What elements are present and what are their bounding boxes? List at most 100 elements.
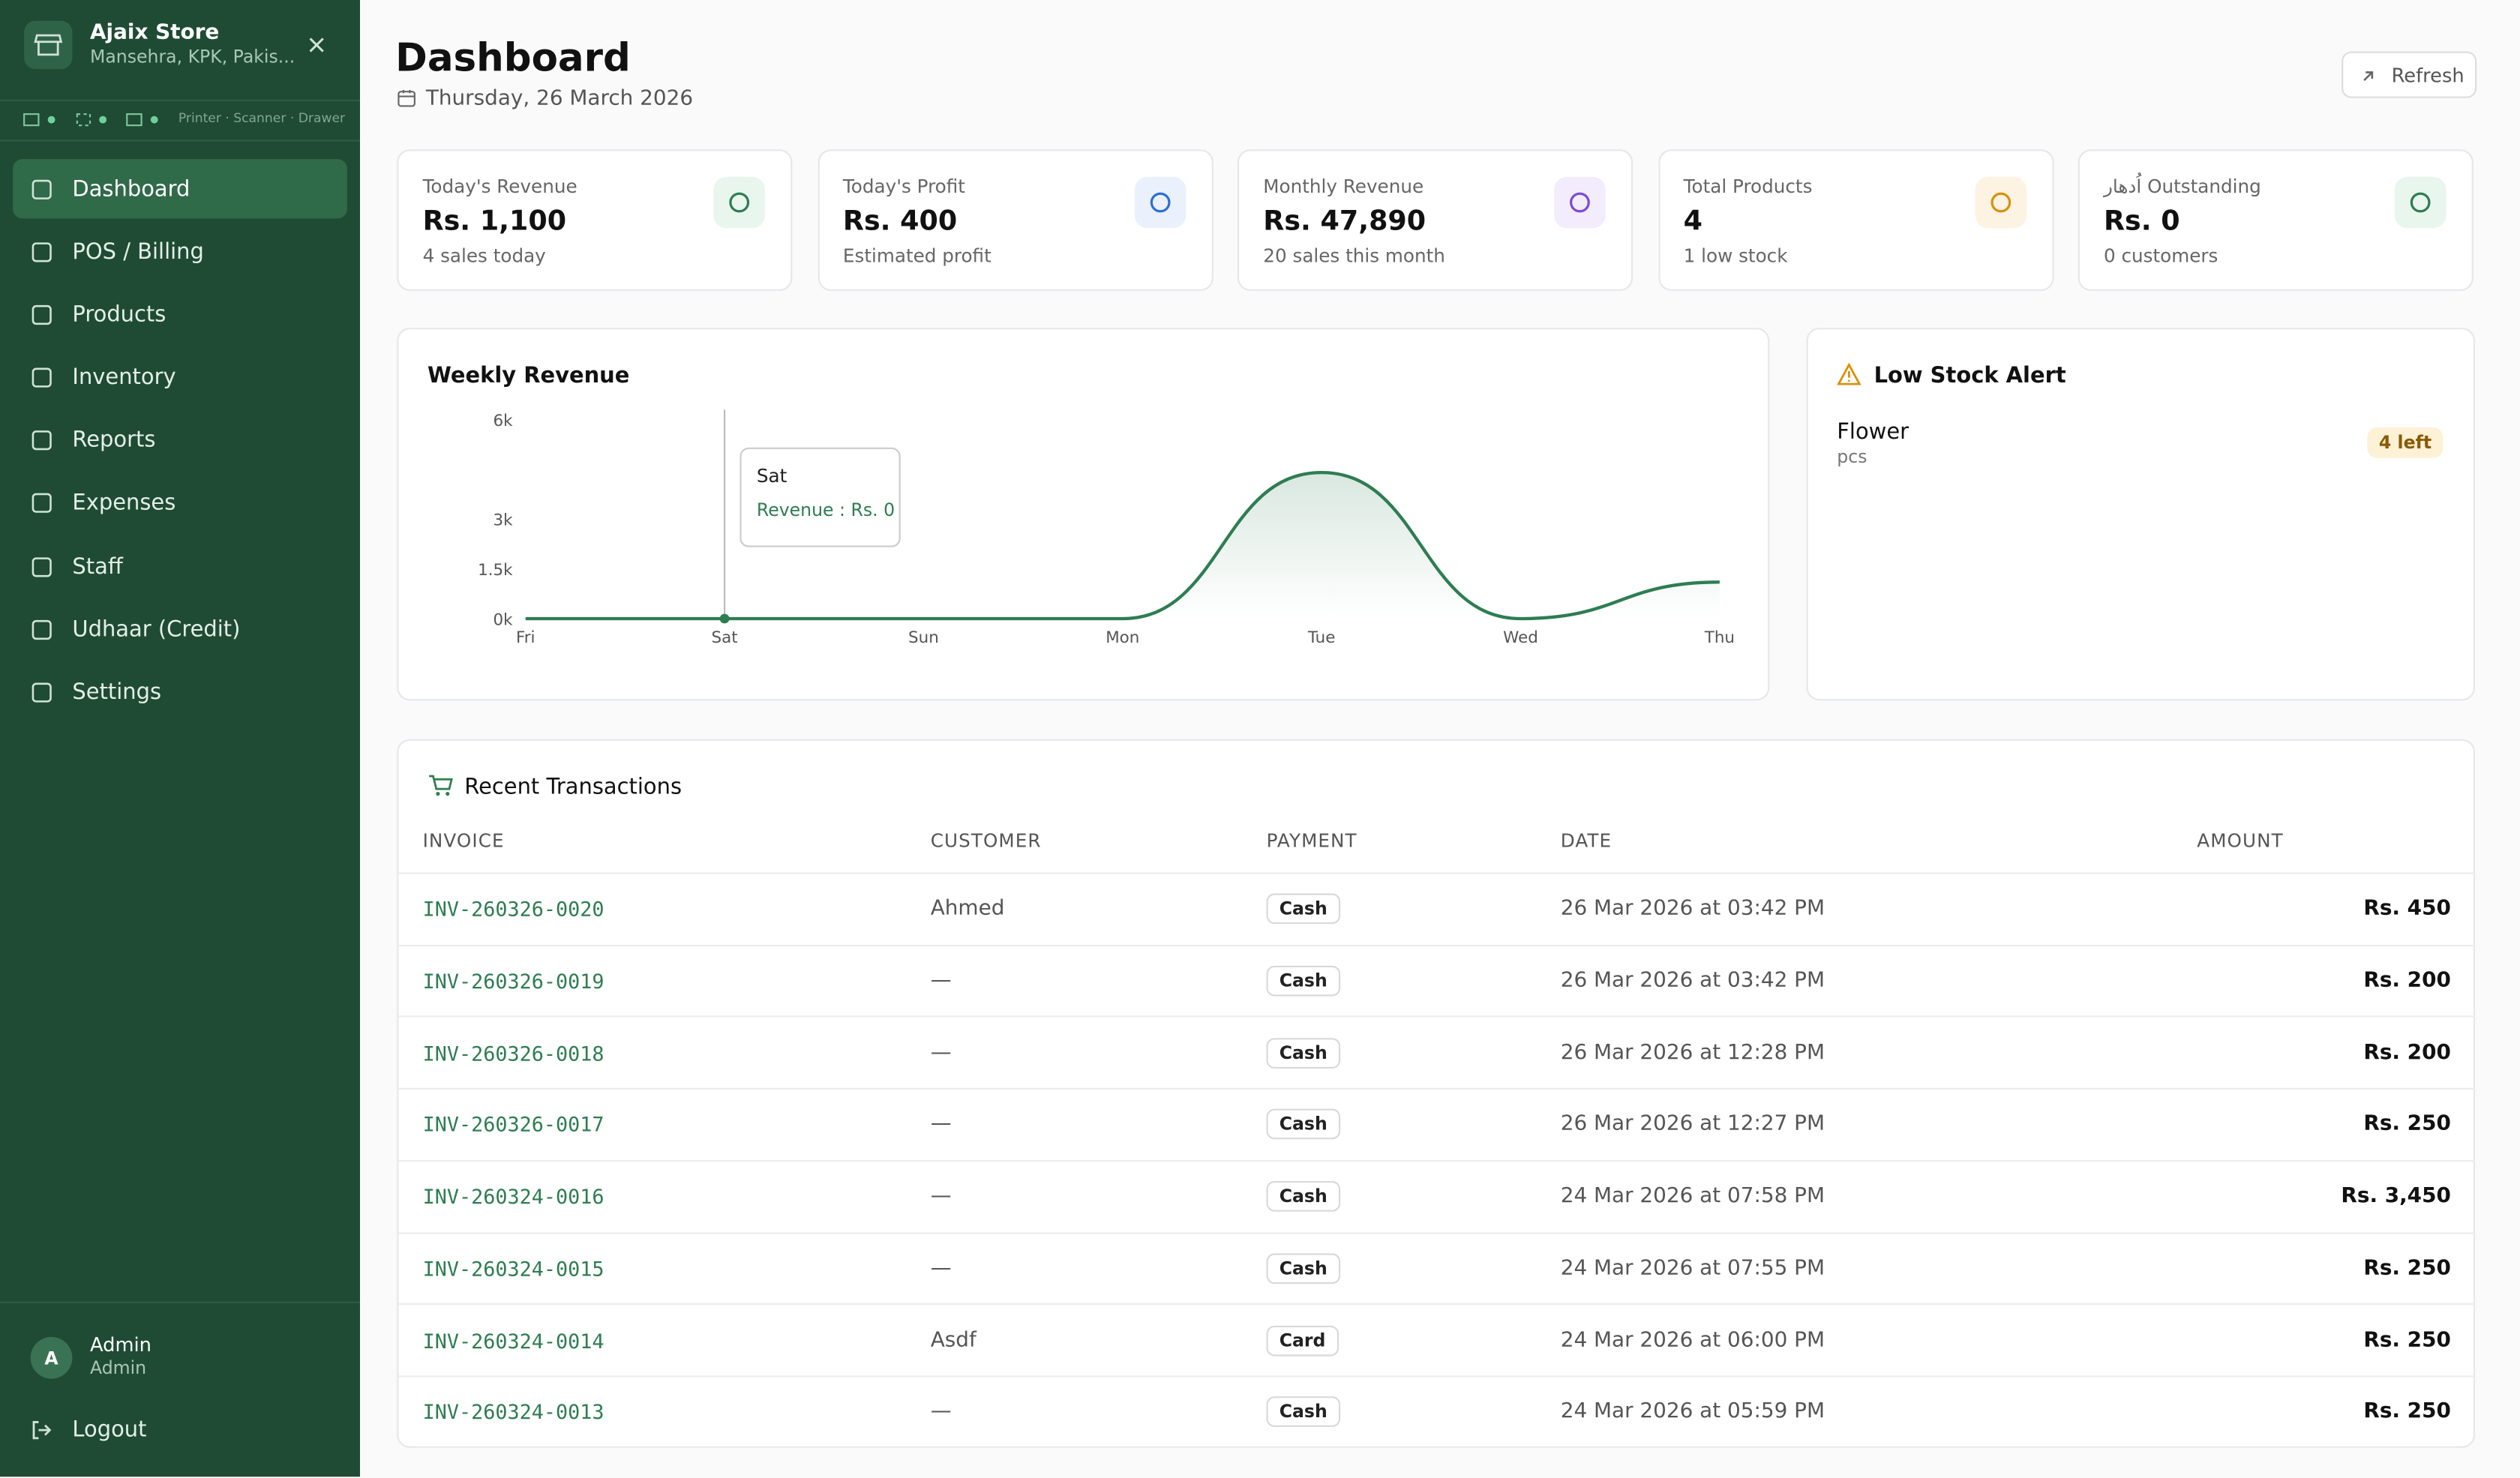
x-tick-label: Thu — [1704, 628, 1735, 647]
table-row[interactable]: INV-260326-0019 — Cash 26 Mar 2026 at 03:42… — [398, 944, 2476, 1016]
stat-card: اُدھار Outstanding Rs. 0 0 customers — [2078, 149, 2474, 291]
invoice-cell: INV-260326-0017 — [422, 1112, 604, 1137]
invoice-cell: INV-260326-0019 — [422, 969, 604, 994]
stat-value: Rs. 47,890 — [1263, 205, 1426, 238]
nav-label: Settings — [72, 679, 162, 706]
amount-cell: Rs. 200 — [2363, 1041, 2451, 1066]
x-tick-label: Wed — [1503, 628, 1538, 647]
sidebar: Ajaix Store Mansehra, KPK, Pakis... Prin… — [0, 0, 360, 1477]
close-button[interactable] — [307, 35, 326, 55]
stat-value: Rs. 1,100 — [422, 205, 567, 238]
tooltip-text: Revenue : Rs. 0 — [757, 499, 895, 520]
stat-note: 20 sales this month — [1263, 244, 1445, 267]
table-row[interactable]: INV-260324-0014 Asdf Card 24 Mar 2026 at 06… — [398, 1303, 2476, 1375]
stat-icon — [713, 176, 765, 229]
nav-item[interactable]: Settings — [13, 663, 347, 722]
low-stock-card: Low Stock Alert Flower pcs 4 left — [1806, 328, 2475, 701]
table-row[interactable]: INV-260324-0015 — Cash 24 Mar 2026 at 07:55… — [398, 1231, 2476, 1304]
nav-label: Dashboard — [72, 175, 190, 202]
date-cell: 24 Mar 2026 at 07:58 PM — [1560, 1184, 1826, 1209]
stat-note: 1 low stock — [1683, 244, 1788, 267]
nav-item[interactable]: Products — [13, 285, 347, 344]
transactions-card: Recent Transactions INVOICE CUSTOMER PAYME… — [397, 739, 2476, 1448]
column-header: AMOUNT — [2197, 829, 2284, 853]
x-tick-label: Tue — [1307, 628, 1336, 647]
item-unit: pcs — [1837, 446, 1868, 468]
customer-cell: Ahmed — [930, 897, 1005, 922]
user-name: Admin — [90, 1333, 152, 1357]
x-tick-label: Sat — [712, 628, 738, 647]
nav-item[interactable]: Udhaar (Credit) — [13, 600, 347, 659]
invoice-cell: INV-260324-0015 — [422, 1256, 604, 1281]
table-row[interactable]: INV-260324-0016 — Cash 24 Mar 2026 at 07:58… — [398, 1159, 2476, 1232]
nav-item[interactable]: POS / Billing — [13, 222, 347, 281]
refresh-button[interactable]: Refresh — [2342, 51, 2477, 98]
stat-icon — [2394, 176, 2446, 229]
stat-label: Monthly Revenue — [1263, 175, 1424, 198]
customer-cell: — — [930, 1399, 952, 1425]
stat-label: Today's Profit — [842, 175, 965, 198]
table-header: INVOICE CUSTOMER PAYMENT DATE AMOUNT — [398, 805, 2475, 877]
table-row[interactable]: INV-260326-0017 — Cash 26 Mar 2026 at 12:27… — [398, 1087, 2476, 1160]
customer-cell: — — [930, 1184, 952, 1209]
nav-item[interactable]: Dashboard — [13, 159, 347, 219]
tooltip-box — [740, 447, 901, 547]
stat-label: Today's Revenue — [422, 175, 578, 198]
payment-cell: Card — [1266, 1324, 1339, 1356]
column-header: INVOICE — [422, 829, 505, 853]
date-cell: 24 Mar 2026 at 05:59 PM — [1560, 1399, 1826, 1425]
invoice-cell: INV-260326-0020 — [422, 897, 604, 922]
stat-card: Total Products 4 1 low stock — [1658, 149, 2054, 291]
page-date: Thursday, 26 March 2026 — [425, 86, 694, 111]
nav-item[interactable]: Staff — [13, 537, 347, 596]
store-logo — [24, 20, 73, 70]
store-name: Ajaix Store — [90, 20, 220, 46]
nav-label: Udhaar (Credit) — [72, 616, 241, 643]
nav-item[interactable]: Expenses — [13, 474, 347, 533]
nav-item[interactable]: Reports — [13, 411, 347, 470]
column-header: CUSTOMER — [930, 829, 1042, 853]
customer-cell: — — [930, 1256, 952, 1281]
y-tick-label: 6k — [494, 412, 514, 430]
nav-menu: Dashboard POS / Billing Products Inventory R… — [13, 159, 347, 726]
page-title: Dashboard — [395, 35, 631, 81]
user-panel: A Admin Admin Logout — [0, 1301, 360, 1478]
stat-label: اُدھار Outstanding — [2104, 175, 2261, 198]
nav-label: Inventory — [72, 364, 176, 391]
table-row[interactable]: INV-260326-0020 Ahmed Cash 26 Mar 2026 at 0… — [398, 872, 2476, 945]
invoice-cell: INV-260324-0016 — [422, 1184, 604, 1209]
chart-title: Weekly Revenue — [428, 363, 630, 389]
stat-card: Today's Profit Rs. 400 Estimated profit — [817, 149, 1213, 291]
date-cell: 26 Mar 2026 at 12:28 PM — [1560, 1041, 1826, 1066]
amount-cell: Rs. 450 — [2363, 897, 2451, 922]
customer-cell: Asdf — [930, 1328, 976, 1353]
avatar: A — [30, 1336, 73, 1379]
stat-note: Estimated profit — [842, 244, 992, 267]
item-name: Flower — [1837, 419, 1910, 445]
nav-item[interactable]: Inventory — [13, 348, 347, 407]
amount-cell: Rs. 3,450 — [2341, 1184, 2451, 1209]
table-row[interactable]: INV-260326-0018 — Cash 26 Mar 2026 at 12:28… — [398, 1016, 2476, 1088]
y-tick-label: 1.5k — [478, 561, 513, 580]
logout-button[interactable]: Logout — [72, 1417, 147, 1444]
chart: 0k 1.5k 3k 6k Fri Sat Sun Mon Tue Wed Thu Sat Revenu… — [478, 409, 1735, 647]
revenue-line — [525, 471, 1720, 621]
date-cell: 26 Mar 2026 at 03:42 PM — [1560, 969, 1826, 994]
tooltip-title: Sat — [757, 465, 788, 487]
date-cell: 24 Mar 2026 at 06:00 PM — [1560, 1328, 1826, 1353]
refresh-label: Refresh — [2391, 63, 2464, 86]
device-label: Printer · Scanner · Drawer — [178, 110, 346, 126]
amount-cell: Rs. 200 — [2363, 969, 2451, 994]
active-point — [719, 613, 730, 624]
store-brand: Ajaix Store Mansehra, KPK, Pakis... — [24, 19, 338, 74]
store-location: Mansehra, KPK, Pakis... — [90, 46, 296, 67]
y-tick-label: 3k — [494, 511, 514, 530]
customer-cell: — — [930, 1041, 952, 1066]
date-cell: 26 Mar 2026 at 12:27 PM — [1560, 1112, 1826, 1137]
table-row[interactable]: INV-260324-0013 — Cash 24 Mar 2026 at 05:59… — [398, 1375, 2476, 1447]
amount-cell: Rs. 250 — [2363, 1399, 2451, 1425]
date-cell: 24 Mar 2026 at 07:55 PM — [1560, 1256, 1826, 1281]
device-status: Printer · Scanner · Drawer — [0, 99, 360, 142]
stat-icon — [1974, 176, 2026, 229]
